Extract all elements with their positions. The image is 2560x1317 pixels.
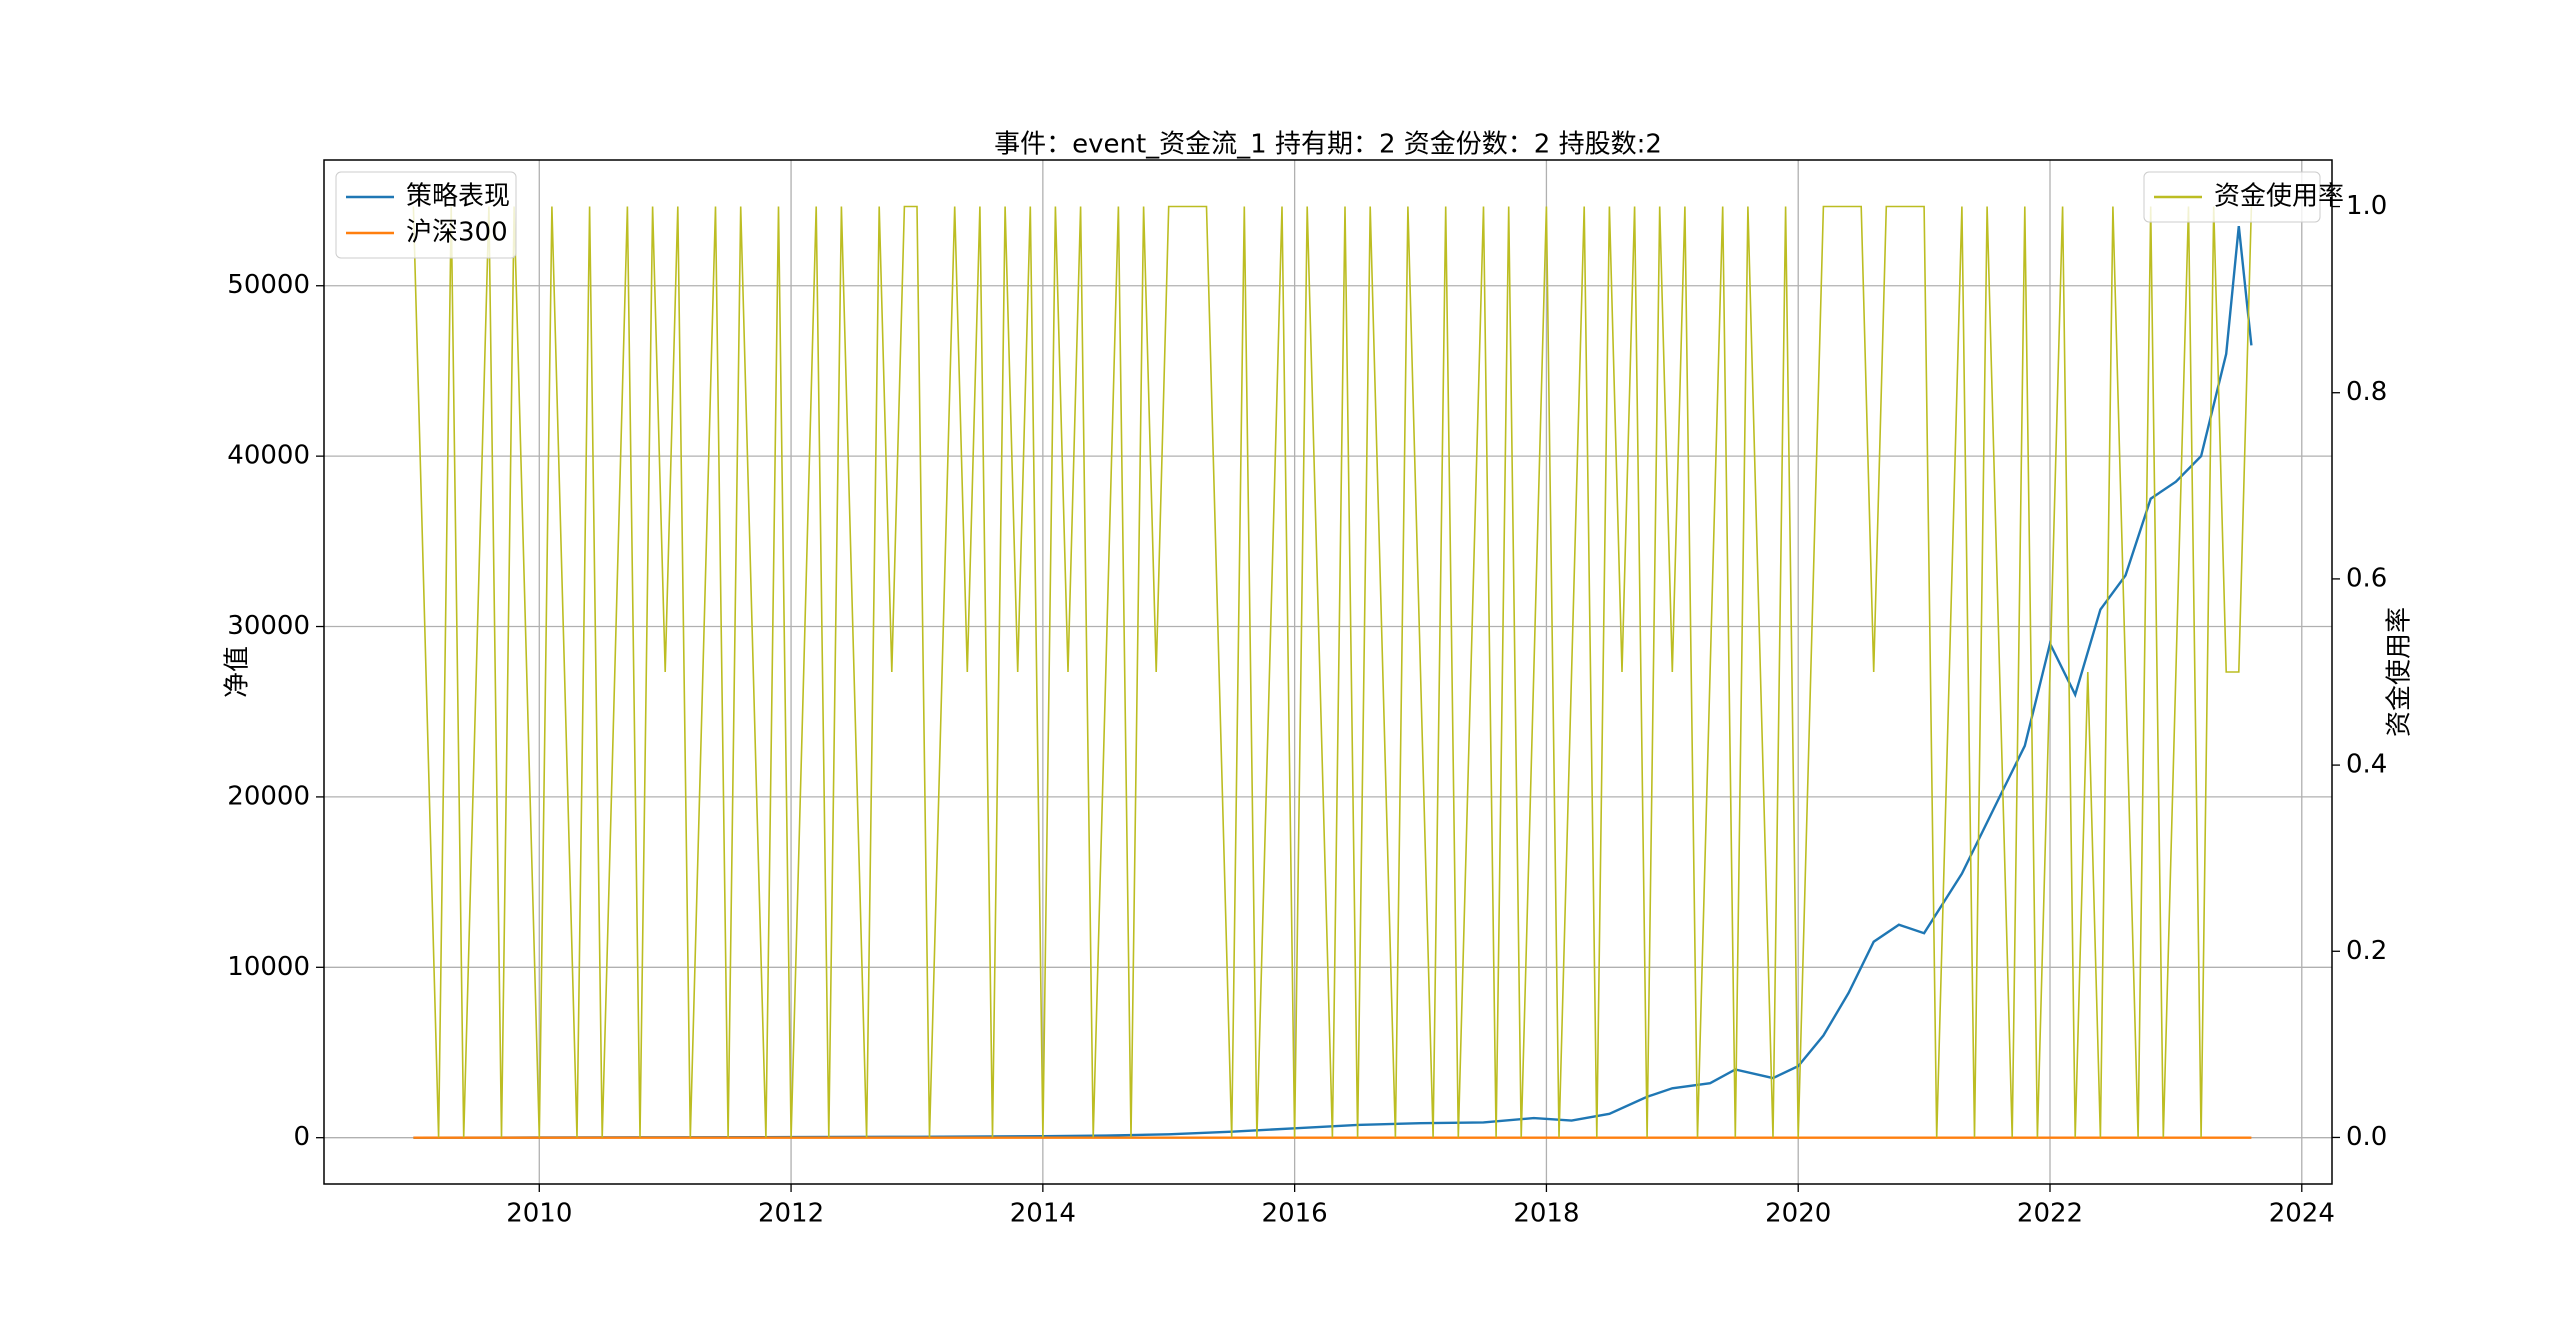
- y-tick-label: 10000: [227, 952, 310, 982]
- y2-tick-label: 0.8: [2346, 377, 2387, 407]
- y-tick-label: 50000: [227, 270, 310, 300]
- chart-title: 事件：event_资金流_1 持有期：2 资金份数：2 持股数:2: [994, 130, 1662, 160]
- y2-tick-label: 1.0: [2346, 191, 2387, 221]
- x-tick-label: 2016: [1262, 1199, 1328, 1229]
- y2-axis-label: 资金使用率: [2385, 607, 2415, 737]
- y-tick-label: 30000: [227, 611, 310, 641]
- series-line: [412, 205, 2253, 1138]
- legend-box: [335, 171, 517, 259]
- legend-box: [2143, 171, 2321, 223]
- x-tick-label: 2012: [758, 1199, 824, 1229]
- y2-tick-label: 0.6: [2346, 563, 2387, 593]
- legend-label: 策略表现: [406, 182, 510, 212]
- x-tick-label: 2024: [2269, 1199, 2335, 1229]
- y2-tick-label: 0.0: [2346, 1122, 2387, 1152]
- y-axis-label: 净值: [223, 646, 253, 698]
- x-tick-label: 2014: [1010, 1199, 1076, 1229]
- plot-frame: [323, 159, 2333, 1185]
- y2-tick-label: 0.2: [2346, 936, 2387, 966]
- legend-label: 资金使用率: [2214, 182, 2344, 212]
- y-tick-label: 20000: [227, 781, 310, 811]
- series-line: [413, 225, 2253, 1139]
- y-tick-label: 40000: [227, 441, 310, 471]
- x-tick-label: 2018: [1513, 1199, 1579, 1229]
- x-tick-label: 2010: [506, 1199, 572, 1229]
- legend-label: 沪深300: [406, 218, 508, 248]
- x-tick-label: 2022: [2017, 1199, 2083, 1229]
- y2-tick-label: 0.4: [2346, 750, 2387, 780]
- y-tick-label: 0: [293, 1122, 310, 1152]
- x-tick-label: 2020: [1765, 1199, 1831, 1229]
